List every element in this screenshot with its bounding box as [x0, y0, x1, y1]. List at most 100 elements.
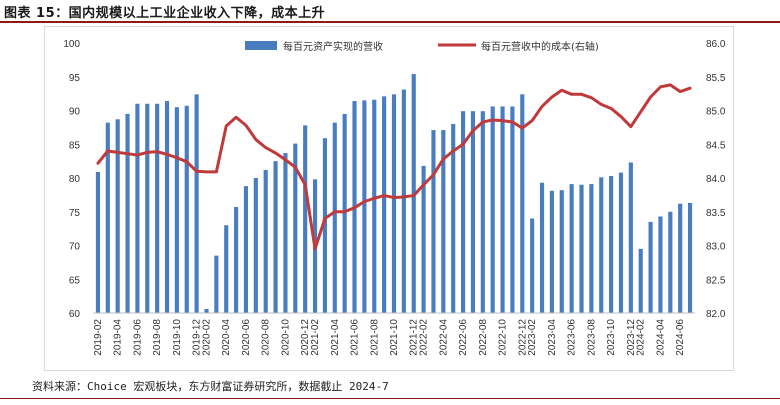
x-tick-label: 2020-12	[300, 319, 311, 356]
left-tick-label: 95	[69, 73, 81, 84]
bar	[273, 161, 278, 314]
bar	[125, 113, 130, 314]
x-tick-label: 2020-02	[201, 319, 212, 356]
bar	[253, 178, 258, 313]
bar	[382, 96, 387, 313]
bar	[174, 107, 179, 314]
x-tick-label: 2022-12	[517, 319, 528, 356]
bar	[638, 248, 643, 314]
x-tick-label: 2020-04	[221, 319, 232, 356]
bar	[95, 171, 100, 313]
bar	[164, 101, 170, 313]
bar	[559, 190, 564, 313]
left-tick-label: 70	[69, 242, 81, 253]
bar	[569, 184, 574, 313]
source-note: 资料来源：Choice 宏观板块，东方财富证券研究所，数据截止 2024-7	[32, 380, 389, 393]
x-tick-label: 2019-10	[172, 319, 183, 356]
bar	[401, 89, 406, 313]
right-tick-label: 84.0	[706, 174, 726, 185]
x-tick-label: 2023-10	[606, 319, 617, 356]
right-tick-label: 83.5	[706, 208, 726, 219]
bar	[421, 165, 426, 313]
figure-title: 图表 15：国内规模以上工业企业收入下降，成本上升	[4, 6, 326, 21]
x-tick-label: 2022-08	[478, 319, 489, 356]
bar	[283, 153, 288, 313]
x-tick-label: 2023-04	[547, 319, 558, 356]
bar	[441, 130, 446, 313]
left-tick-label: 100	[63, 39, 80, 50]
bar	[451, 124, 456, 313]
bar	[658, 216, 663, 313]
left-tick-label: 75	[69, 208, 81, 219]
bar	[243, 186, 249, 313]
x-tick-label: 2022-04	[438, 319, 449, 356]
right-tick-label: 82.0	[706, 309, 726, 320]
x-tick-label: 2020-06	[241, 319, 252, 356]
bar	[520, 94, 525, 313]
legend-line-label: 每百元营收中的成本(右轴)	[481, 40, 599, 53]
right-tick-label: 83.0	[706, 242, 726, 253]
x-tick-label: 2021-02	[310, 319, 321, 356]
title-rule	[0, 21, 780, 23]
x-tick-label: 2020-08	[261, 319, 272, 356]
bar	[303, 125, 308, 313]
x-tick-label: 2023-08	[586, 319, 597, 356]
bar	[668, 211, 673, 313]
bar	[480, 111, 485, 313]
bar	[678, 203, 683, 313]
bar	[224, 225, 229, 313]
bar	[687, 202, 693, 313]
bar	[194, 94, 199, 313]
x-tick-label: 2022-06	[458, 319, 469, 356]
bar	[362, 100, 367, 314]
x-tick-label: 2023-02	[527, 319, 538, 356]
bar	[609, 175, 614, 313]
bar	[599, 177, 604, 313]
right-tick-label: 85.5	[706, 73, 726, 84]
right-tick-label: 82.5	[706, 275, 726, 286]
x-tick-label: 2024-04	[655, 319, 666, 356]
x-tick-label: 2021-06	[350, 319, 361, 356]
legend-bar-swatch	[245, 41, 277, 50]
x-tick-label: 2019-08	[152, 319, 163, 356]
left-tick-label: 85	[69, 140, 81, 151]
legend: 每百元资产实现的营收 每百元营收中的成本(右轴)	[245, 40, 599, 53]
cost-line	[96, 83, 692, 251]
x-tick-label: 2021-04	[330, 319, 341, 356]
x-tick-label: 2024-06	[675, 319, 686, 356]
bar	[293, 143, 298, 313]
bar	[530, 218, 535, 313]
bar	[155, 103, 160, 313]
bar	[549, 190, 554, 313]
bottom-rule	[0, 398, 780, 399]
bar	[391, 94, 397, 313]
x-tick-label: 2023-06	[567, 319, 578, 356]
bar	[648, 221, 653, 314]
left-tick-label: 80	[69, 174, 81, 185]
bar	[135, 103, 140, 313]
bar	[263, 169, 268, 313]
bar	[589, 184, 594, 313]
right-tick-label: 84.5	[706, 140, 726, 151]
x-tick-label: 2022-02	[419, 319, 430, 356]
bar	[490, 106, 495, 313]
bar	[105, 122, 110, 314]
x-tick-label: 2019-12	[192, 319, 203, 356]
bar	[618, 172, 624, 313]
bar	[332, 122, 337, 314]
bar	[539, 182, 545, 313]
bar	[322, 138, 327, 313]
bar	[470, 111, 476, 313]
x-tick-label: 2020-10	[280, 319, 291, 356]
bar	[510, 106, 515, 313]
line-series	[96, 83, 692, 251]
bar	[628, 162, 633, 313]
left-tick-label: 65	[69, 275, 81, 286]
chart-frame	[44, 26, 734, 371]
x-tick-label: 2022-10	[498, 319, 509, 356]
bar	[184, 105, 189, 314]
x-tick-label: 2024-02	[636, 319, 647, 356]
bar	[431, 130, 436, 313]
x-tick-label: 2019-04	[113, 319, 124, 356]
